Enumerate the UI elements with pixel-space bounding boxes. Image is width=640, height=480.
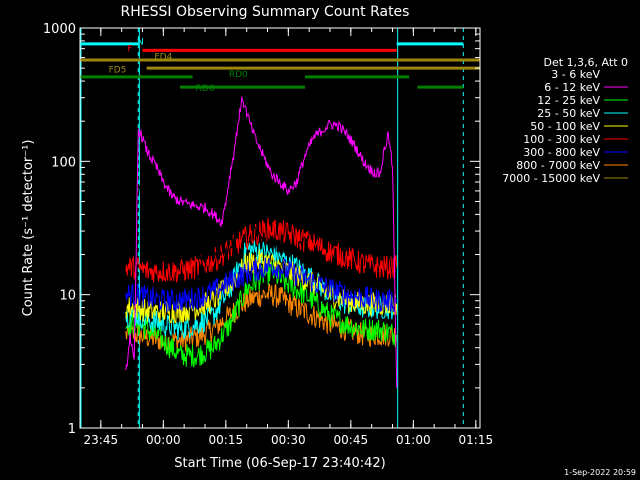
flag-label: RD0 — [229, 70, 248, 80]
x-tick-label: 01:15 — [459, 433, 494, 447]
y-tick-label: 1000 — [43, 22, 76, 37]
y-tick-label: 10 — [59, 289, 76, 304]
legend-entry-label: 3 - 6 keV — [551, 68, 600, 81]
axes: 23:45 00:00 00:15 00:30 00:45 01:00 01:15 1 10 10… — [43, 22, 493, 447]
plot-area: NF FD4 FD5 RD0 RD6 — [80, 28, 480, 428]
series-line-6-12-kev — [125, 96, 398, 388]
series-line-12-25-kev — [125, 261, 398, 368]
chart-title: RHESSI Observing Summary Count Rates — [121, 4, 410, 20]
series-line-3-6-kev — [137, 183, 398, 335]
footer-timestamp: 1-Sep-2022 20:59 — [564, 468, 636, 477]
flag-label: N — [137, 38, 144, 48]
series-line-100-300-kev — [125, 218, 398, 283]
x-tick-label: 00:45 — [334, 433, 369, 447]
legend-entry-label: 25 - 50 keV — [537, 107, 600, 120]
legend-title: Det 1,3,6, Att 0 — [544, 56, 628, 69]
legend-entry-label: 7000 - 15000 keV — [502, 172, 600, 185]
legend-entry-label: 12 - 25 keV — [537, 94, 600, 107]
flag-label: RD6 — [196, 84, 215, 94]
flag-label: F — [127, 45, 132, 55]
x-axis-label: Start Time (06-Sep-17 23:40:42) — [174, 456, 385, 471]
plot-frame — [79, 27, 481, 429]
series-line-50-100-kev — [125, 249, 398, 324]
legend-entry-label: 800 - 7000 keV — [516, 159, 600, 172]
legend-entry-label: 50 - 100 keV — [530, 120, 600, 133]
series-line-25-50-kev — [125, 240, 398, 341]
legend-entry-label: 100 - 300 keV — [523, 133, 600, 146]
y-tick-label: 100 — [51, 155, 76, 170]
flag-label: FD4 — [154, 53, 172, 63]
x-tick-label: 00:15 — [209, 433, 244, 447]
x-tick-label: 01:00 — [396, 433, 431, 447]
y-axis-label: Count Rate (s⁻¹ detector⁻¹) — [21, 140, 36, 317]
legend-entry-label: 300 - 800 keV — [523, 146, 600, 159]
series-line-300-800-kev — [125, 257, 398, 313]
legend-entry-label: 6 - 12 keV — [544, 81, 600, 94]
x-tick-label: 00:00 — [146, 433, 181, 447]
y-tick-label: 1 — [68, 422, 76, 437]
x-tick-label: 23:45 — [84, 433, 119, 447]
flag-label: FD5 — [109, 65, 127, 75]
x-tick-label: 00:30 — [271, 433, 306, 447]
